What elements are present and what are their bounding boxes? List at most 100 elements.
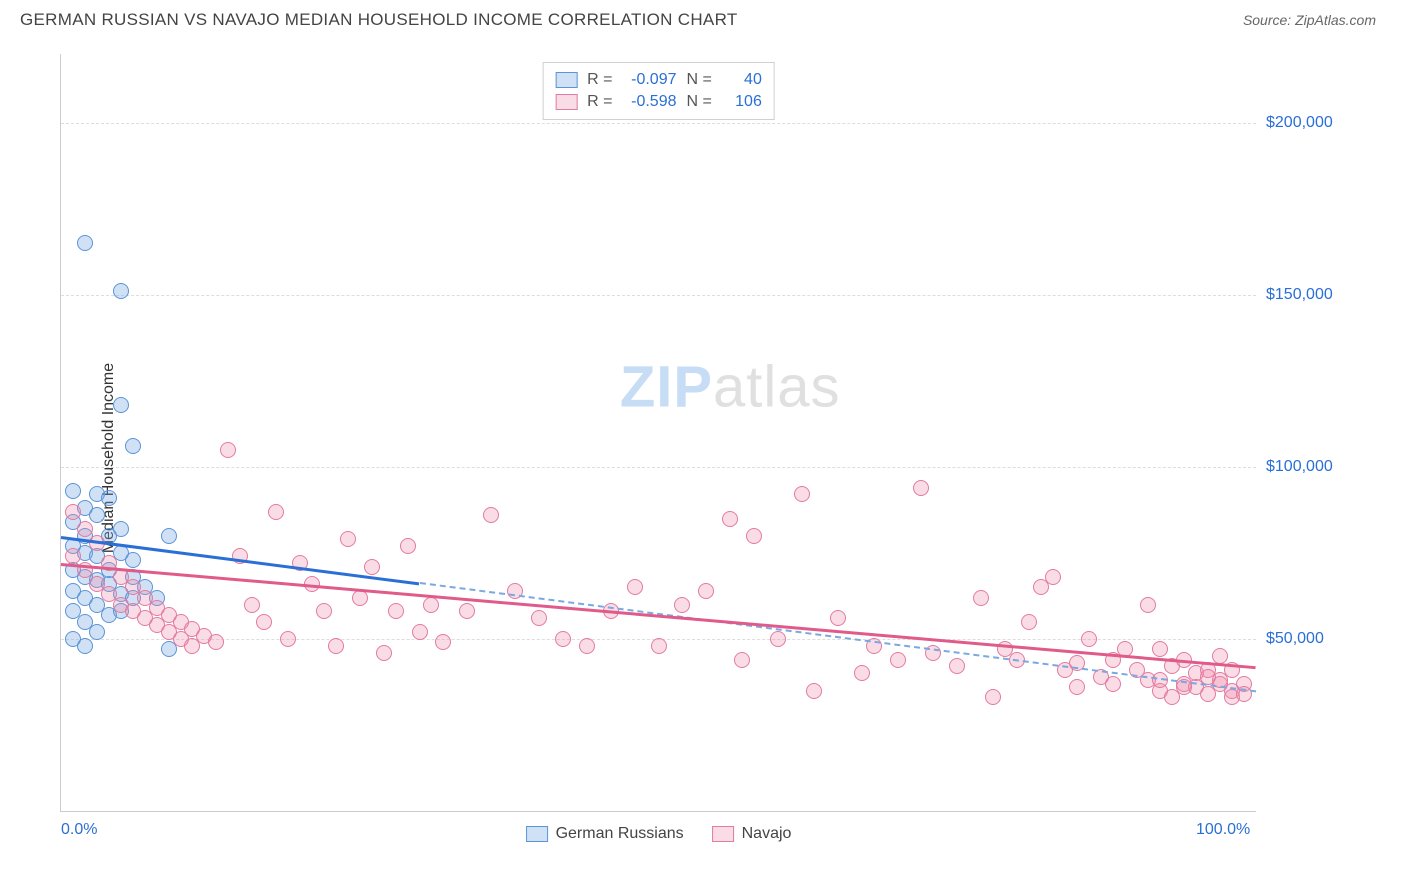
correlation-legend: R = -0.097 N = 40 R = -0.598 N = 106 [542,62,775,120]
header: GERMAN RUSSIAN VS NAVAJO MEDIAN HOUSEHOL… [0,0,1406,36]
scatter-point [400,538,416,554]
scatter-point [316,603,332,619]
legend-label-german-russians: German Russians [556,825,684,843]
scatter-point [77,235,93,251]
swatch-german-russians [526,826,548,842]
source-attribution: Source: ZipAtlas.com [1243,12,1376,28]
scatter-point [340,531,356,547]
gridline [61,467,1256,468]
scatter-point [698,583,714,599]
trend-line-extrapolated [419,582,1256,692]
scatter-point [220,442,236,458]
y-tick-label: $150,000 [1266,286,1376,304]
scatter-point [722,511,738,527]
scatter-point [1140,597,1156,613]
gridline [61,295,1256,296]
scatter-point [1105,676,1121,692]
scatter-point [913,480,929,496]
series-legend: German Russians Navajo [526,825,792,843]
n-value-german-russians: 40 [722,71,762,89]
scatter-point [101,490,117,506]
scatter-point [1152,641,1168,657]
scatter-point [328,638,344,654]
scatter-point [854,665,870,681]
scatter-point [388,603,404,619]
source-label: Source: [1243,12,1295,28]
scatter-point [65,548,81,564]
scatter-point [746,528,762,544]
scatter-point [890,652,906,668]
n-value-navajo: 106 [722,93,762,111]
watermark-zip: ZIP [620,355,713,420]
scatter-point [161,528,177,544]
scatter-point [125,438,141,454]
scatter-point [830,610,846,626]
scatter-point [89,624,105,640]
legend-item-navajo: Navajo [712,825,792,843]
legend-item-german-russians: German Russians [526,825,684,843]
scatter-point [555,631,571,647]
scatter-point [651,638,667,654]
n-label: N = [687,71,712,89]
r-label: R = [587,93,612,111]
y-tick-label: $50,000 [1266,630,1376,648]
y-tick-label: $200,000 [1266,114,1376,132]
scatter-point [949,658,965,674]
scatter-point [1200,669,1216,685]
scatter-point [531,610,547,626]
scatter-point [423,597,439,613]
chart-container: Median Household Income ZIPatlas R = -0.… [20,44,1386,872]
chart-title: GERMAN RUSSIAN VS NAVAJO MEDIAN HOUSEHOL… [20,10,738,30]
gridline [61,123,1256,124]
scatter-point [770,631,786,647]
scatter-point [1081,631,1097,647]
scatter-point [184,638,200,654]
r-value-german-russians: -0.097 [623,71,677,89]
scatter-point [483,507,499,523]
scatter-point [459,603,475,619]
scatter-point [1021,614,1037,630]
scatter-point [627,579,643,595]
scatter-point [1069,679,1085,695]
scatter-point [113,283,129,299]
legend-label-navajo: Navajo [742,825,792,843]
legend-row-german-russians: R = -0.097 N = 40 [555,69,762,91]
scatter-point [89,507,105,523]
scatter-point [244,597,260,613]
scatter-point [268,504,284,520]
scatter-point [113,397,129,413]
scatter-point [435,634,451,650]
scatter-point [973,590,989,606]
scatter-point [376,645,392,661]
scatter-point [364,559,380,575]
watermark-atlas: atlas [713,355,841,420]
r-value-navajo: -0.598 [623,93,677,111]
scatter-point [579,638,595,654]
x-tick-label: 0.0% [61,821,97,839]
r-label: R = [587,71,612,89]
y-tick-label: $100,000 [1266,458,1376,476]
n-label: N = [687,93,712,111]
watermark: ZIPatlas [620,354,841,421]
x-tick-label: 100.0% [1196,821,1250,839]
swatch-navajo [712,826,734,842]
scatter-point [77,521,93,537]
scatter-point [256,614,272,630]
scatter-point [77,638,93,654]
source-value: ZipAtlas.com [1295,12,1376,28]
scatter-point [208,634,224,650]
scatter-point [734,652,750,668]
scatter-point [280,631,296,647]
scatter-point [806,683,822,699]
scatter-point [65,483,81,499]
scatter-point [674,597,690,613]
plot-area: ZIPatlas R = -0.097 N = 40 R = -0.598 N … [60,54,1256,812]
legend-row-navajo: R = -0.598 N = 106 [555,91,762,113]
scatter-point [794,486,810,502]
swatch-navajo [555,94,577,110]
scatter-point [65,504,81,520]
swatch-german-russians [555,72,577,88]
scatter-point [1045,569,1061,585]
scatter-point [985,689,1001,705]
scatter-point [412,624,428,640]
